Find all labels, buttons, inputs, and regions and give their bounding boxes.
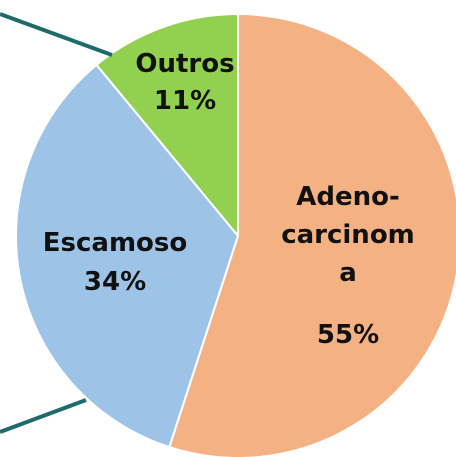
slice-label: Escamoso: [42, 228, 188, 258]
value-label: 55%: [316, 320, 380, 350]
slice-label: Adeno-carcinoma: [281, 182, 415, 288]
pie-slice: [95, 12, 239, 239]
value-label: 11%: [153, 86, 217, 116]
pie-slice: [168, 12, 456, 457]
connector-line: [0, 398, 87, 434]
pie-slice: [15, 63, 240, 449]
connector-line: [0, 12, 113, 57]
value-label: 34%: [83, 267, 147, 297]
slice-label: Outros: [135, 49, 235, 79]
